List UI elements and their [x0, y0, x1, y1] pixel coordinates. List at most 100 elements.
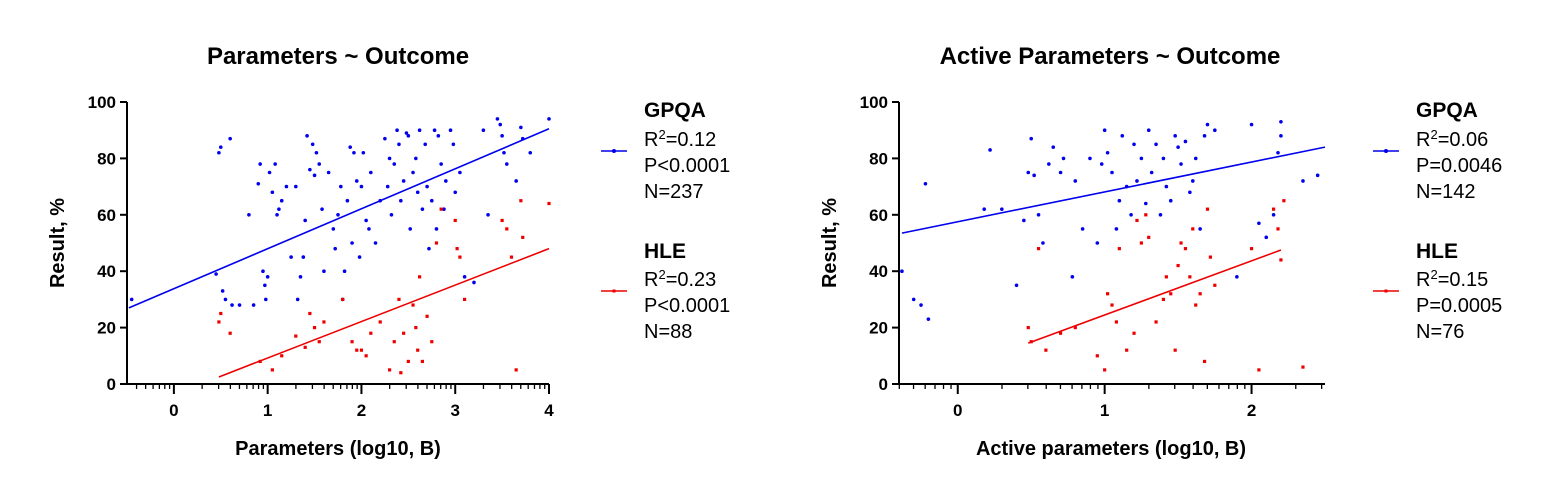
- chart-right-hle-point: [1276, 227, 1280, 231]
- chart-right-gpqa-point: [923, 181, 928, 186]
- chart-left-hle-point: [519, 199, 523, 203]
- chart-right-hle-point: [1213, 283, 1217, 287]
- chart-left-gpqa-point: [263, 283, 267, 288]
- chart-right-y-tick-label: 40: [869, 262, 888, 281]
- chart-right-legend-hle-name: HLE: [1416, 240, 1458, 263]
- chart-left: Parameters ~ Outcome 0 20 40 60 80 100 0 1 2 3 4 P…: [47, 43, 730, 460]
- chart-left-gpqa-point: [295, 297, 300, 302]
- chart-right-hle-point: [1110, 303, 1114, 307]
- chart-right-gpqa-point: [1105, 150, 1110, 155]
- chart-left-x-tick-label: 1: [263, 401, 272, 420]
- chart-left-gpqa-point: [462, 275, 467, 279]
- chart-left-gpqa-point: [399, 198, 403, 203]
- chart-right-gpqa-point: [1264, 235, 1269, 240]
- chart-right-gpqa-point: [1026, 170, 1031, 175]
- chart-right-gpqa-point: [1014, 283, 1019, 288]
- chart-left-gpqa-point: [361, 150, 366, 155]
- chart-right-gpqa-point: [1179, 162, 1183, 166]
- chart-left-gpqa-point: [298, 275, 303, 279]
- chart-right-gpqa-point: [988, 148, 992, 152]
- chart-left-gpqa-point: [401, 179, 406, 183]
- chart-left-hle-point: [350, 340, 354, 344]
- chart-left-gpqa-point: [432, 128, 437, 132]
- chart-left-gpqa-point: [294, 184, 298, 189]
- chart-left-legend-gpqa-p: P<0.0001: [644, 155, 730, 177]
- chart-left-gpqa-point: [514, 179, 518, 183]
- chart-right-hle-point: [1125, 348, 1129, 352]
- chart-right-gpqa-point: [1117, 198, 1122, 203]
- chart-right-gpqa-point: [1029, 136, 1034, 141]
- chart-right-hle-point: [1164, 275, 1168, 279]
- chart-right-hle-point: [1103, 368, 1107, 372]
- chart-right-legend-hle-r2: R2=0.15: [1416, 267, 1488, 292]
- chart-right-gpqa-point: [1235, 275, 1239, 279]
- chart-right-gpqa-point: [1193, 156, 1198, 161]
- chart-right-gpqa-point: [1032, 173, 1036, 178]
- chart-left-gpqa-point: [331, 227, 336, 231]
- chart-left-legend-gpqa-n: N=237: [644, 181, 704, 203]
- chart-right-legend-gpqa-p: P=0.0046: [1416, 155, 1502, 177]
- chart-right-gpqa-point: [1120, 134, 1125, 138]
- chart-right-gpqa-point: [982, 207, 986, 211]
- chart-left-hle-point: [378, 320, 382, 324]
- chart-right-hle-point: [1105, 292, 1110, 296]
- chart-right-y-tick-label: 80: [869, 149, 888, 168]
- chart-left-gpqa-point: [275, 213, 279, 217]
- chart-right-legend-gpqa: GPQA R2=0.06 P=0.0046 N=142: [1373, 99, 1502, 203]
- chart-left-hle-point: [217, 320, 221, 324]
- chart-left-legend-gpqa: GPQA R2=0.12 P<0.0001 N=237: [601, 99, 730, 203]
- chart-right-hle-point: [1169, 292, 1173, 296]
- chart-right-gpqa-point: [1154, 142, 1158, 147]
- chart-left-gpqa-point: [434, 227, 439, 231]
- chart-right-gpqa-point: [1047, 162, 1051, 166]
- chart-left-hle-point: [387, 368, 392, 372]
- chart-left-hle-point: [317, 340, 321, 344]
- chart-right-legend-hle-p: P=0.0005: [1416, 295, 1502, 317]
- chart-left-plot: 0 20 40 60 80 100 0 1 2 3 4: [88, 93, 555, 420]
- chart-right-legend-hle-n: N=76: [1416, 321, 1464, 343]
- chart-right-legend: GPQA R2=0.06 P=0.0046 N=142 HLE R2=0.15 …: [1373, 99, 1502, 343]
- chart-left-gpqa-point: [520, 136, 525, 141]
- chart-left-legend-hle-p: P<0.0001: [644, 295, 730, 317]
- chart-left-hle-point: [434, 241, 439, 245]
- chart-left-gpqa-point: [378, 198, 383, 203]
- chart-right-legend-gpqa-n: N=142: [1416, 181, 1476, 203]
- chart-left-gpqa-point: [310, 142, 315, 147]
- chart-left-hle-point: [399, 371, 403, 375]
- chart-left-legend-hle-r2: R2=0.23: [644, 267, 716, 292]
- chart-left-gpqa-point: [265, 275, 270, 279]
- chart-left-legend-hle-marker: [612, 289, 616, 293]
- chart-left-hle-point: [219, 311, 223, 316]
- chart-right-gpqa-point: [1198, 227, 1202, 231]
- chart-left-gpqa-point: [345, 198, 350, 203]
- chart-right-gpqa-point: [1161, 156, 1166, 161]
- chart-right-hle-point: [1205, 207, 1210, 211]
- chart-left-hle-fit-line: [218, 247, 550, 378]
- chart-right-hle-point: [1271, 207, 1276, 211]
- chart-left-gpqa-point: [392, 162, 397, 166]
- chart-left-hle-point: [392, 340, 396, 344]
- chart-right-hle-point: [1194, 303, 1198, 307]
- chart-left-gpqa-point: [429, 198, 434, 203]
- chart-left-gpqa-point: [261, 269, 265, 274]
- chart-left-y-axis-label: Result, %: [47, 198, 69, 288]
- chart-left-hle-point: [258, 359, 262, 364]
- chart-right-y-tick-label: 60: [869, 206, 888, 225]
- chart-right-hle-point: [1161, 297, 1166, 301]
- chart-right-hle-point: [1029, 340, 1033, 344]
- chart-right-hle-point: [1026, 326, 1030, 330]
- chart-left-gpqa-point: [350, 241, 354, 245]
- chart-right-gpqa-point: [1164, 184, 1169, 189]
- chart-right-x-axis-label: Active parameters (log10, B): [976, 438, 1246, 460]
- chart-right-gpqa-point: [1143, 201, 1148, 206]
- chart-right-legend-hle: HLE R2=0.15 P=0.0005 N=76: [1373, 240, 1502, 343]
- chart-left-gpqa-point: [251, 303, 256, 307]
- chart-left-gpqa-point: [373, 241, 378, 245]
- chart-right-gpqa-point: [1146, 128, 1151, 132]
- chart-right-hle-point: [1144, 213, 1148, 217]
- chart-right-gpqa-point: [1183, 139, 1188, 144]
- chart-right-gpqa-point: [1051, 145, 1056, 149]
- chart-left-gpqa-point: [322, 269, 326, 274]
- chart-left-gpqa-point: [404, 131, 409, 135]
